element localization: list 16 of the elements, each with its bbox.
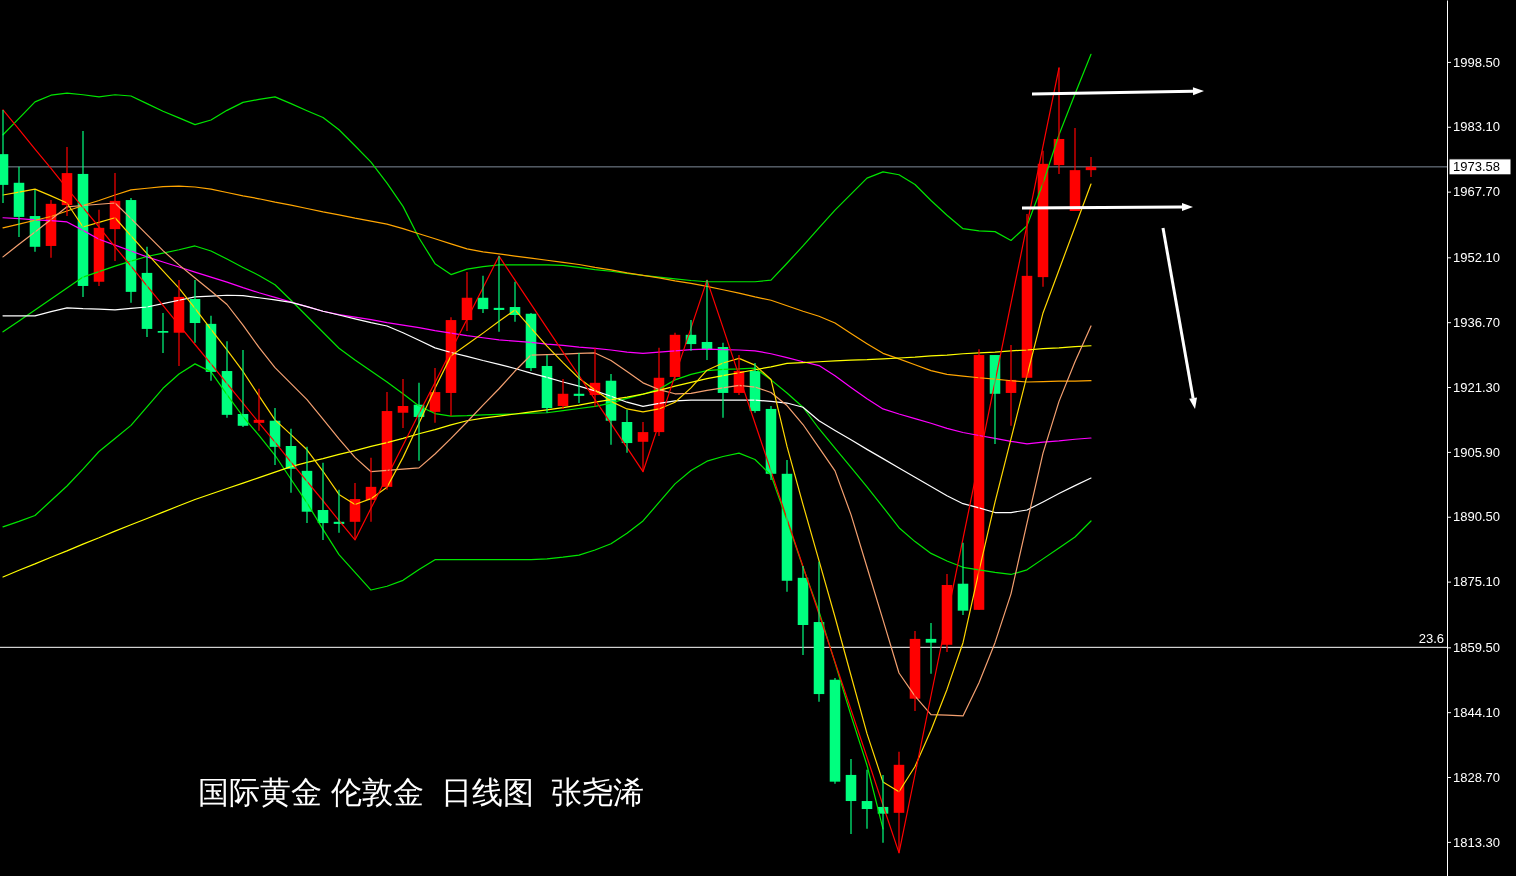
y-tick-label: 1936.70 — [1453, 314, 1500, 330]
y-tick-label: 1921.30 — [1453, 379, 1500, 395]
y-tick-label: 1828.70 — [1453, 769, 1500, 785]
y-tick-label: 1859.50 — [1453, 639, 1500, 655]
y-tick-label: 1983.10 — [1453, 119, 1500, 135]
y-tick-label: 1967.70 — [1453, 184, 1500, 200]
y-tick-label: 1905.90 — [1453, 444, 1500, 460]
y-tick-label: 1813.30 — [1453, 834, 1500, 850]
y-tick-label: 1844.10 — [1453, 704, 1500, 720]
y-tick-label: 1875.10 — [1453, 574, 1500, 590]
y-tick-label: 1890.50 — [1453, 509, 1500, 525]
text: 国际黄金 伦敦金 日线图 张尧浠 — [198, 775, 645, 810]
annotation: 23.6 — [1418, 631, 1444, 647]
y-tick-label: 1952.10 — [1453, 249, 1500, 265]
y-tick-label: 1998.50 — [1453, 54, 1500, 70]
ref-line-label: 1973.58 — [1453, 159, 1500, 175]
